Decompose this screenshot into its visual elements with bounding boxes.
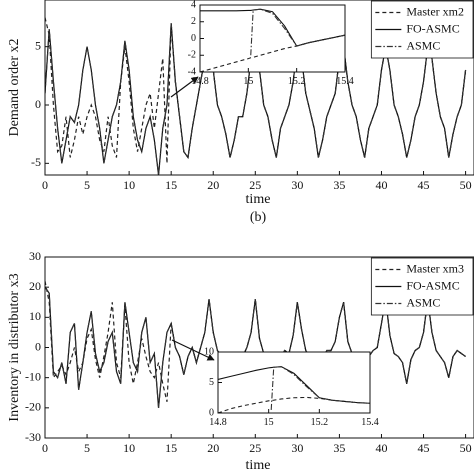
y-tick-label: 4	[191, 0, 196, 10]
x-tick-label: 20	[207, 178, 219, 192]
y-tick-label: 20	[29, 279, 41, 293]
x-tick-label: 14.8	[209, 417, 227, 428]
legend-label: Master xm3	[406, 261, 464, 275]
x-tick-label: 15.4	[361, 417, 379, 428]
x-tick-label: 25	[249, 178, 261, 192]
legend-label: FO-ASMC	[406, 21, 459, 35]
series-line	[218, 396, 370, 414]
x-tick-label: 14.8	[191, 76, 209, 87]
x-axis-label: time	[246, 192, 271, 207]
x-tick-label: 15	[165, 441, 177, 455]
x-tick-label: 35	[333, 441, 345, 455]
y-tick-label: -30	[25, 430, 41, 444]
y-tick-label: 5	[209, 377, 214, 388]
inset-background	[200, 5, 345, 72]
caption: (b)	[250, 210, 267, 225]
x-tick-label: 15.4	[336, 76, 354, 87]
legend-label: ASMC	[406, 295, 440, 309]
series-line	[45, 286, 466, 408]
y-tick-label: 10	[29, 309, 41, 323]
y-tick-label: 0	[35, 339, 41, 353]
y-tick-label: -5	[31, 155, 41, 169]
x-tick-label: 15	[243, 76, 253, 87]
x-tick-label: 20	[207, 441, 219, 455]
y-tick-label: 30	[29, 249, 41, 263]
y-axis-label: Inventory in distributor x3	[7, 273, 22, 421]
legend-label: FO-ASMC	[406, 278, 459, 292]
x-tick-label: 40	[375, 178, 387, 192]
x-tick-label: 25	[249, 441, 261, 455]
axes-frame	[44, 0, 474, 176]
x-tick-label: 35	[333, 178, 345, 192]
x-tick-label: 40	[375, 441, 387, 455]
x-tick-label: 50	[460, 441, 472, 455]
y-tick-label: 0	[35, 97, 41, 111]
zoom-arrow	[171, 339, 215, 361]
y-tick-label: -20	[25, 400, 41, 414]
y-tick-label: -4	[188, 66, 196, 77]
legend-label: Master xm2	[406, 4, 464, 18]
series-line	[270, 366, 370, 410]
y-tick-label: 2	[191, 16, 196, 27]
inset-background	[218, 352, 370, 413]
x-tick-label: 10	[123, 178, 135, 192]
x-tick-label: 0	[42, 178, 48, 192]
y-tick-label: 0	[209, 407, 214, 418]
legend: Master xm3 FO-ASMC ASMC	[370, 257, 474, 316]
x-tick-label: 15.2	[311, 417, 329, 428]
x-tick-label: 5	[84, 441, 90, 455]
x-tick-label: 45	[418, 441, 430, 455]
y-tick-label: 10	[204, 346, 214, 357]
x-tick-label: 10	[123, 441, 135, 455]
legend-label: ASMC	[406, 38, 440, 52]
x-tick-label: 45	[418, 178, 430, 192]
x-tick-label: 30	[291, 441, 303, 455]
x-tick-label: 0	[42, 441, 48, 455]
x-tick-label: 15.2	[288, 76, 306, 87]
x-tick-label: 30	[291, 178, 303, 192]
x-tick-label: 15	[165, 178, 177, 192]
y-tick-label: 0	[191, 33, 196, 44]
x-tick-label: 5	[84, 178, 90, 192]
x-tick-label: 50	[460, 178, 472, 192]
zoom-arrow	[170, 76, 199, 98]
y-tick-label: -10	[25, 369, 41, 383]
x-tick-label: 15	[264, 417, 274, 428]
y-tick-label: -2	[188, 50, 196, 61]
x-axis-label: time	[246, 458, 271, 473]
legend: Master xm2 FO-ASMC ASMC	[370, 0, 474, 59]
y-tick-label: 5	[35, 38, 41, 52]
series-line	[250, 8, 345, 56]
y-axis-label: Demand order x2	[7, 39, 22, 137]
